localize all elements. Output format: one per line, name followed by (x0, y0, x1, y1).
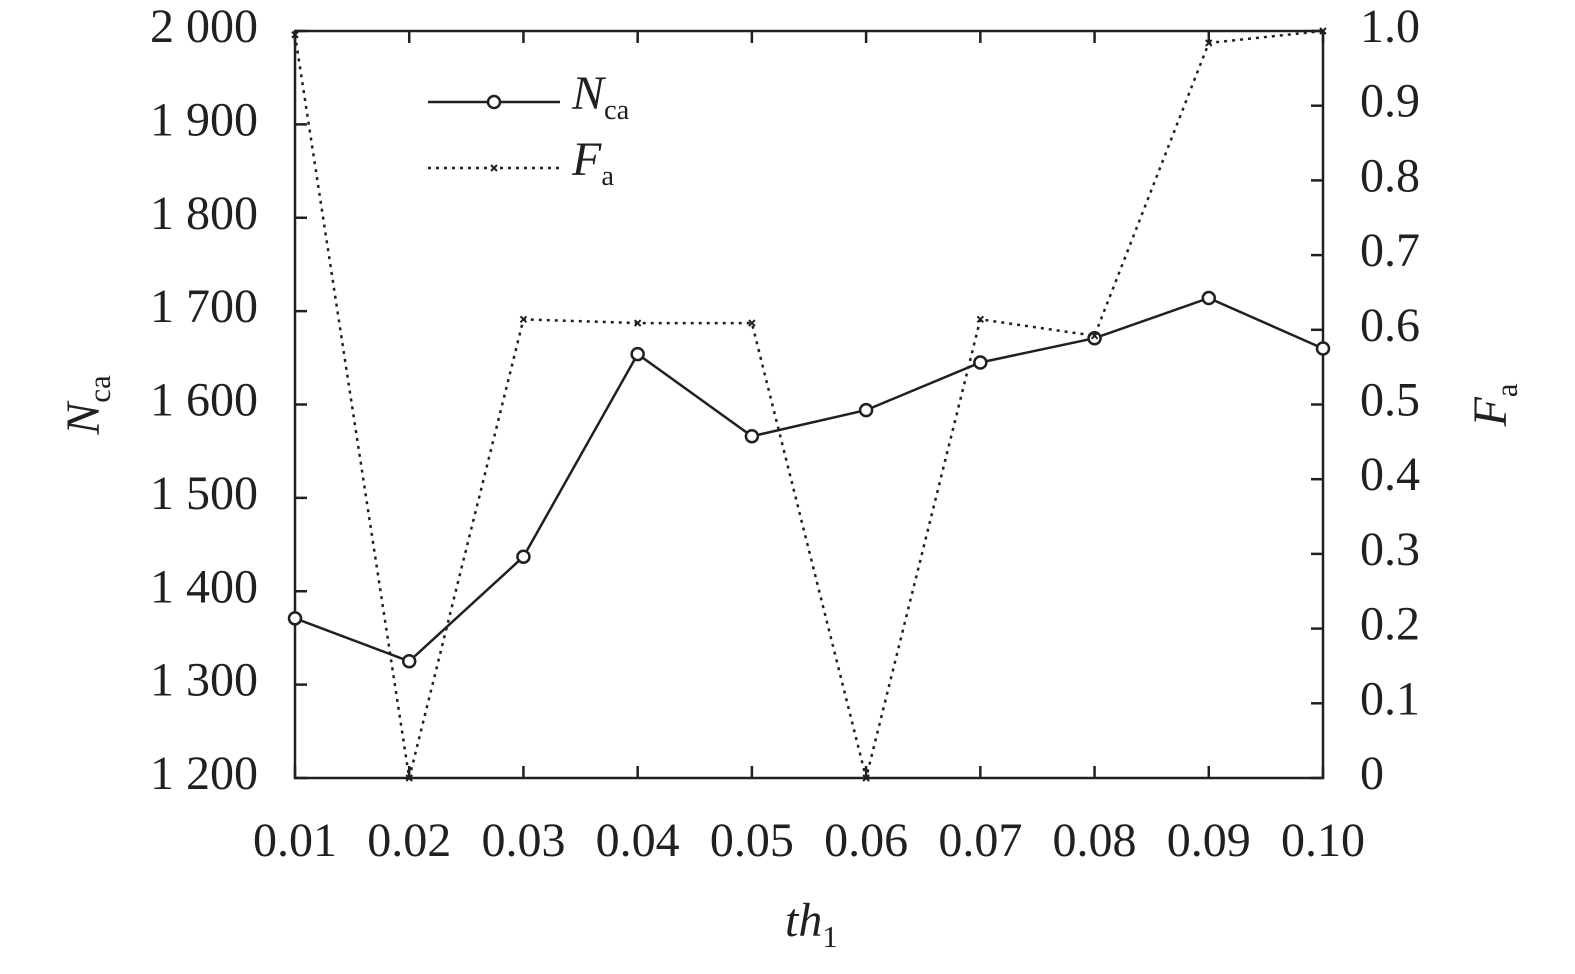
y-tick-label: 1 400 (150, 560, 258, 613)
y2-tick-label: 0.2 (1360, 598, 1420, 651)
x-tick-label: 0.03 (481, 814, 565, 867)
point (519, 315, 528, 324)
x-tick-label: 0.02 (367, 814, 451, 867)
y2-axis-label: Fa (1464, 383, 1524, 427)
x-tick-label: 0.05 (710, 814, 794, 867)
plot-frame (293, 29, 1325, 780)
legend-label: Nca (571, 67, 630, 125)
y-tick-label: 1 800 (150, 187, 258, 240)
legend-marker (490, 164, 498, 172)
x-tick-label: 0.10 (1281, 814, 1365, 867)
point (630, 346, 645, 362)
x-tick-label: 0.08 (1053, 814, 1137, 867)
legend-label: Fa (571, 133, 614, 191)
point (1090, 332, 1099, 340)
point (516, 549, 531, 564)
series-line (293, 29, 1324, 779)
point (862, 774, 870, 782)
point (633, 319, 642, 327)
point (973, 355, 988, 370)
y2-tick-label: 0.1 (1360, 672, 1420, 725)
point (405, 774, 413, 782)
y-tick-label: 1 700 (150, 280, 258, 333)
y-tick-label: 1 300 (150, 654, 258, 707)
y2-tick-label: 0.9 (1360, 75, 1420, 128)
x-tick-label: 0.06 (824, 814, 908, 867)
y2-tick-label: 0.3 (1360, 523, 1420, 576)
x-tick-label: 0.01 (253, 814, 337, 867)
x-tick-label: 0.04 (596, 814, 680, 867)
point (744, 428, 760, 444)
y-tick-label: 2 000 (150, 0, 258, 53)
point (858, 402, 874, 418)
series-line (294, 296, 1324, 663)
point (1315, 341, 1331, 356)
y2-tick-label: 0.4 (1360, 448, 1420, 501)
y-axis-label: Nca (57, 375, 117, 436)
y2-tick-label: 0.8 (1360, 149, 1420, 202)
point (291, 31, 299, 39)
point (1087, 330, 1102, 346)
y2-tick-label: 0.7 (1360, 224, 1420, 277)
y-tick-label: 1 900 (150, 93, 258, 146)
point (1201, 290, 1217, 306)
y2-tick-label: 1.0 (1360, 0, 1420, 53)
x-tick-label: 0.07 (938, 814, 1022, 867)
y-tick-label: 1 600 (150, 374, 258, 427)
point (748, 319, 756, 327)
point (1205, 39, 1213, 47)
y-tick-label: 1 500 (150, 467, 258, 520)
y-tick-label: 1 200 (150, 747, 258, 800)
y2-tick-label: 0 (1360, 747, 1384, 800)
x-tick-label: 0.09 (1167, 814, 1251, 867)
point (976, 315, 985, 324)
y2-tick-label: 0.6 (1360, 299, 1420, 352)
y2-tick-label: 0.5 (1360, 374, 1420, 427)
point (287, 611, 303, 626)
point (1319, 27, 1327, 35)
legend-marker (486, 94, 502, 110)
point (401, 654, 417, 669)
x-axis-label: th1 (785, 894, 838, 954)
